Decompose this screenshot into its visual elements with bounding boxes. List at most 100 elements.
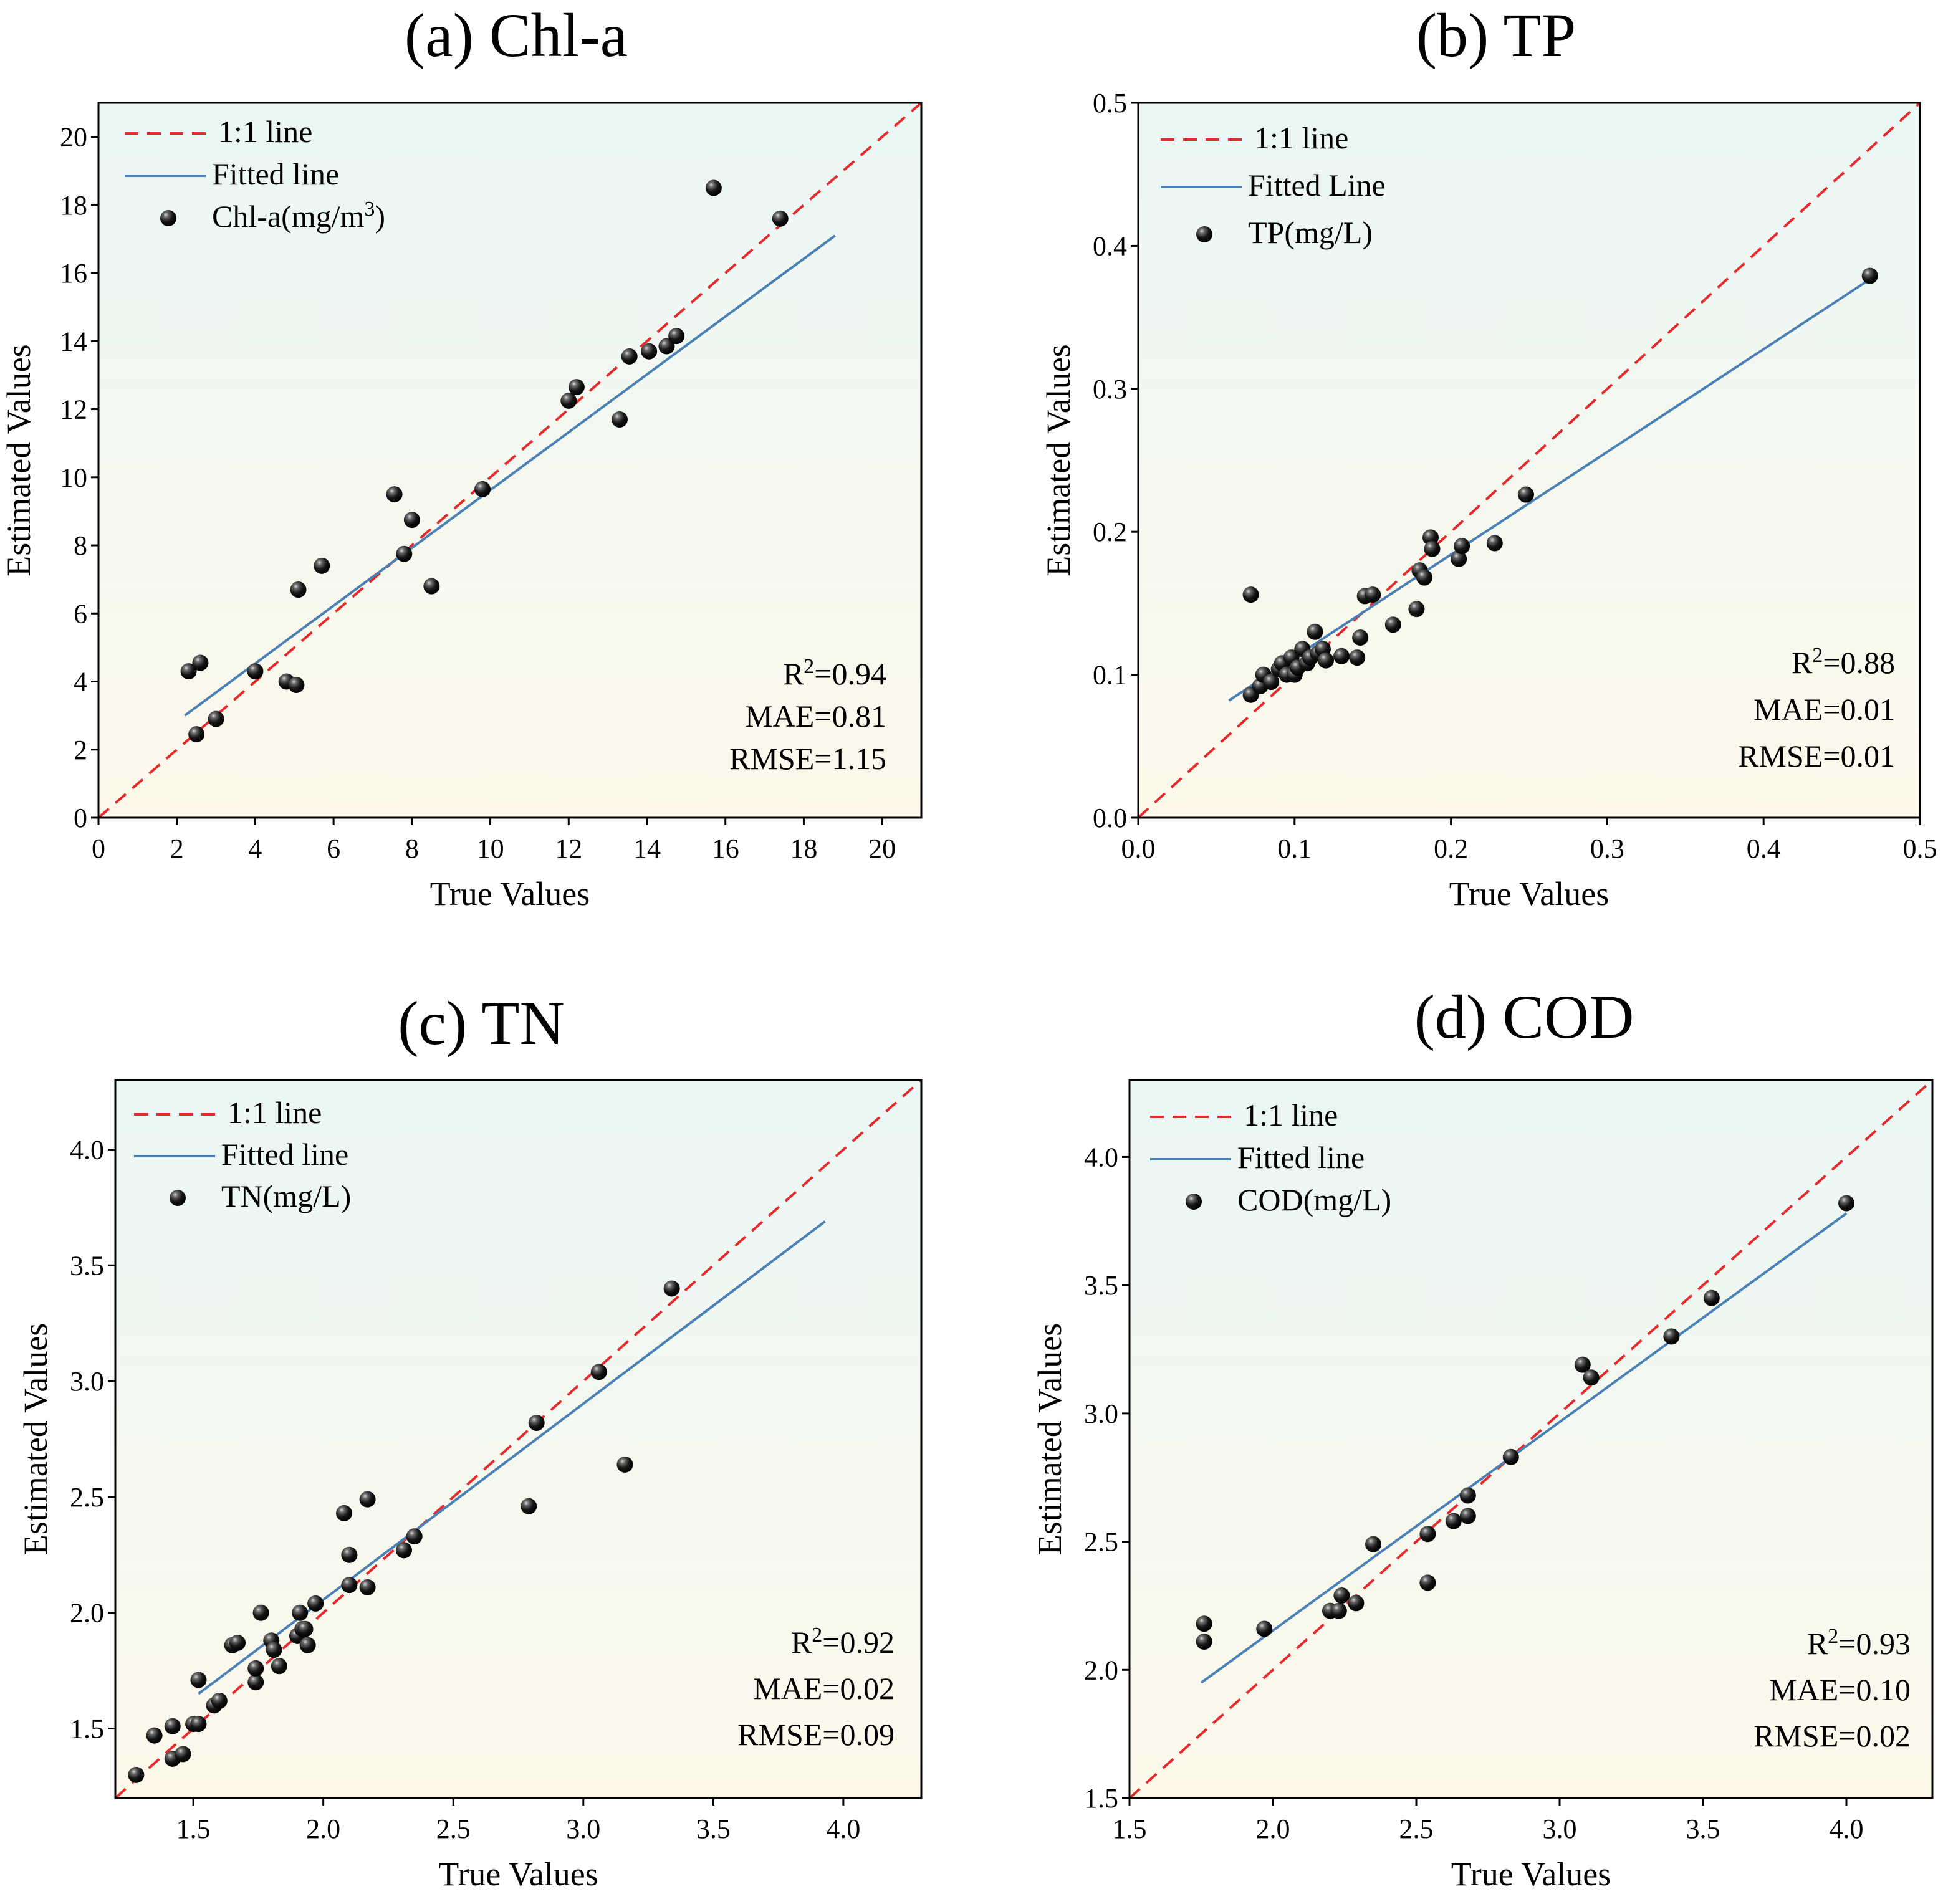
data-point [1459, 1508, 1476, 1524]
data-point [266, 1642, 282, 1658]
data-point [247, 663, 264, 680]
x-tick-label: 1.5 [176, 1814, 211, 1844]
stat-r2: R2=0.93 [1807, 1625, 1911, 1661]
legend-points-text: COD(mg/L) [1237, 1182, 1391, 1217]
stat-r2-label: R [783, 656, 804, 691]
stat-r2-value: =0.93 [1838, 1626, 1911, 1661]
y-tick-label: 10 [60, 462, 87, 493]
data-point [1408, 601, 1425, 618]
stat-rmse: RMSE=1.15 [729, 741, 886, 776]
data-point [288, 676, 305, 693]
legend-fitted-label: Fitted line [221, 1137, 348, 1172]
data-point [180, 663, 197, 680]
data-point [658, 338, 675, 355]
data-point [1307, 623, 1323, 640]
stat-r2-superscript: 2 [1812, 644, 1823, 667]
x-tick-label: 2.0 [1256, 1814, 1290, 1844]
data-point [621, 348, 638, 365]
data-point [247, 1660, 264, 1677]
data-point [190, 1716, 207, 1733]
data-point [1574, 1356, 1591, 1373]
data-point [612, 411, 628, 428]
stats-box: R2=0.93 MAE=0.10 RMSE=0.02 [1753, 1625, 1911, 1753]
data-point [528, 1414, 545, 1431]
plot-frame [97, 102, 923, 819]
y-tick-label: 0.3 [1093, 374, 1127, 404]
x-tick-label: 6 [327, 833, 340, 864]
y-tick-label: 3.0 [1084, 1399, 1118, 1429]
y-tick-label: 3.5 [70, 1250, 104, 1281]
stat-r2-label: R [1792, 645, 1813, 680]
stat-mae: MAE=0.02 [753, 1671, 895, 1706]
data-point [128, 1766, 145, 1783]
chart-panel-2: (b) TP 0.0 0.1 0.2 0.3 0.4 0.5 0.0 0.1 0.2 0.3 0.4 0… [1040, 1, 1937, 912]
legend-point-swatch [160, 210, 176, 226]
y-tick-label: 20 [60, 122, 87, 153]
data-point [668, 328, 685, 345]
stat-r2: R2=0.88 [1792, 644, 1895, 680]
x-tick-label: 0.0 [1121, 833, 1156, 864]
data-point [403, 512, 420, 529]
data-point [590, 1364, 607, 1380]
data-point [336, 1505, 353, 1521]
data-point [1861, 267, 1878, 284]
data-point [146, 1727, 163, 1744]
data-point [1703, 1289, 1720, 1306]
data-point [192, 654, 209, 671]
legend-one-to-one-label: 1:1 line [218, 114, 312, 149]
x-tick-label: 16 [712, 833, 739, 864]
x-tick-label: 2.5 [1399, 1814, 1434, 1844]
legend: 1:1 line Fitted Line TP(mg/L) [1161, 120, 1386, 250]
legend-points-superscript: 3 [364, 198, 375, 221]
x-axis-label: True Values [1451, 1855, 1611, 1893]
y-tick-label: 0.0 [1093, 803, 1127, 833]
data-point [229, 1635, 246, 1652]
one-to-one-line [1138, 103, 1920, 818]
chart-title: (d) COD [1414, 982, 1634, 1051]
y-tick-label: 0.4 [1093, 231, 1127, 261]
y-tick-label: 0 [74, 803, 87, 833]
x-tick-label: 12 [555, 833, 582, 864]
stat-r2-value: =0.94 [814, 656, 886, 691]
data-point [307, 1595, 324, 1612]
stat-r2-value: =0.92 [822, 1625, 895, 1660]
data-point [641, 343, 658, 360]
data-point [616, 1456, 633, 1473]
data-point [474, 481, 491, 497]
x-tick-label: 3.0 [566, 1814, 600, 1844]
y-tick-label: 8 [74, 530, 87, 561]
x-tick-label: 18 [790, 833, 817, 864]
data-point [772, 210, 789, 227]
legend: 1:1 line Fitted line COD(mg/L) [1150, 1098, 1391, 1217]
legend-fitted-label: Fitted line [1237, 1140, 1365, 1175]
data-point [1419, 1574, 1436, 1591]
data-point [1349, 649, 1366, 666]
y-tick-label: 16 [60, 258, 87, 289]
data-point [395, 1542, 412, 1559]
legend-points-label: TN(mg/L) [221, 1179, 351, 1213]
y-tick-label: 2.5 [1084, 1527, 1118, 1557]
stat-r2-value: =0.88 [1823, 645, 1895, 680]
data-point [208, 710, 224, 727]
legend-points-label: COD(mg/L) [1237, 1182, 1391, 1217]
y-axis-label: Estimated Values [1031, 1323, 1068, 1555]
x-tick-label: 2.0 [306, 1814, 340, 1844]
stat-mae: MAE=0.01 [1753, 692, 1895, 727]
data-point [1663, 1328, 1680, 1345]
one-to-one-line [1130, 1080, 1932, 1798]
y-tick-label: 2 [74, 735, 87, 765]
x-tick-label: 0.3 [1590, 833, 1624, 864]
legend-one-to-one-label: 1:1 line [228, 1095, 322, 1130]
y-tick-label: 12 [60, 395, 87, 425]
x-tick-label: 4.0 [1830, 1814, 1864, 1844]
x-tick-label: 0.5 [1903, 833, 1937, 864]
data-point [1365, 1536, 1381, 1552]
legend-points-tail: ) [375, 199, 385, 234]
x-tick-label: 20 [868, 833, 896, 864]
plot-frame [114, 1079, 923, 1799]
data-point [297, 1620, 314, 1637]
data-point [1416, 569, 1432, 586]
x-tick-label: 1.5 [1113, 1814, 1147, 1844]
stat-r2-label: R [1807, 1626, 1828, 1661]
